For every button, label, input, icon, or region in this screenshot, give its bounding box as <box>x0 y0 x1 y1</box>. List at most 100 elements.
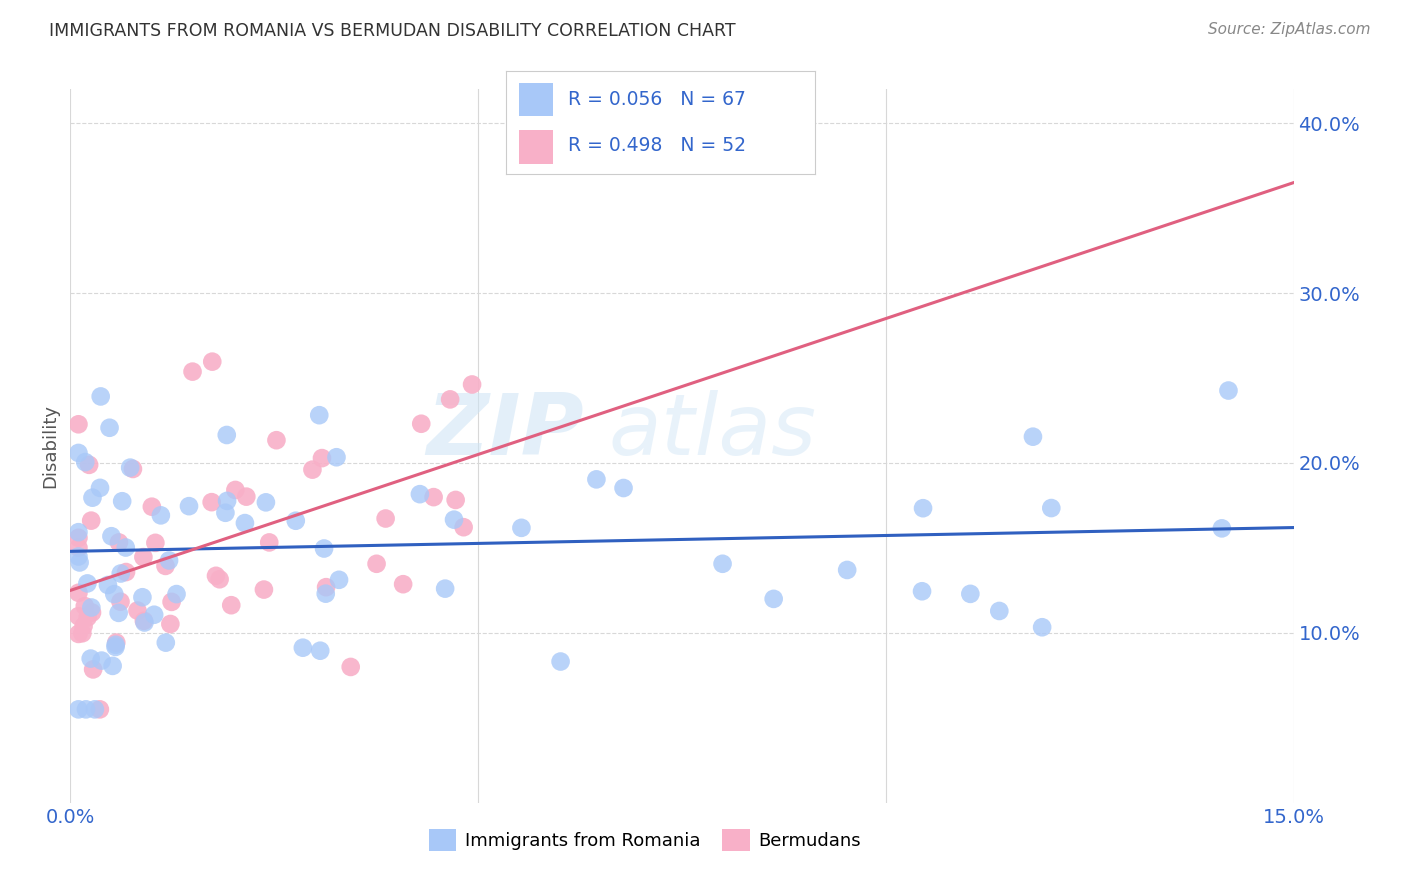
Point <box>309 643 332 657</box>
Point <box>75 702 97 716</box>
Point <box>145 536 167 550</box>
Point <box>959 587 981 601</box>
Point <box>75 455 97 469</box>
Legend: Immigrants from Romania, Bermudans: Immigrants from Romania, Bermudans <box>422 822 869 858</box>
Point <box>80 600 103 615</box>
Point <box>1031 620 1053 634</box>
Bar <box>519 130 553 163</box>
Point <box>101 659 124 673</box>
Point <box>110 595 132 609</box>
Point <box>73 599 96 614</box>
Point <box>80 651 103 665</box>
Point <box>89 481 111 495</box>
Point <box>366 557 388 571</box>
Point <box>201 495 224 509</box>
Point <box>1022 430 1045 444</box>
Point <box>253 582 276 597</box>
Point <box>67 417 90 432</box>
Point <box>311 451 333 466</box>
Point <box>988 604 1011 618</box>
Point <box>107 606 129 620</box>
Point <box>266 434 288 448</box>
Point <box>141 500 163 514</box>
Point <box>134 615 156 630</box>
Point <box>82 491 104 505</box>
Point <box>444 492 467 507</box>
Point <box>254 495 277 509</box>
Point <box>82 662 104 676</box>
Point <box>411 417 433 431</box>
Point <box>201 354 224 368</box>
Point <box>585 472 607 486</box>
Point <box>325 450 347 465</box>
Point <box>143 607 166 622</box>
Point <box>104 638 127 652</box>
Point <box>328 573 350 587</box>
Point <box>76 576 98 591</box>
Point <box>67 627 90 641</box>
Point <box>453 520 475 534</box>
Point <box>443 513 465 527</box>
Point <box>308 408 330 422</box>
Point <box>90 654 112 668</box>
Point <box>115 565 138 579</box>
Text: R = 0.056   N = 67: R = 0.056 N = 67 <box>568 90 747 109</box>
Point <box>67 586 90 600</box>
Point <box>315 587 337 601</box>
Point <box>67 549 90 564</box>
Point <box>114 541 136 555</box>
Point <box>97 578 120 592</box>
Point <box>80 514 103 528</box>
Point <box>284 514 307 528</box>
Point <box>67 531 90 545</box>
Point <box>67 702 90 716</box>
Text: atlas: atlas <box>609 390 817 474</box>
Point <box>100 529 122 543</box>
Point <box>1218 384 1240 398</box>
Bar <box>519 83 553 117</box>
Point <box>157 553 180 567</box>
Point <box>224 483 246 497</box>
Point <box>392 577 415 591</box>
Point <box>912 501 935 516</box>
Text: ZIP: ZIP <box>426 390 583 474</box>
Point <box>219 598 242 612</box>
Point <box>837 563 859 577</box>
Point <box>122 462 145 476</box>
Point <box>1211 521 1233 535</box>
Point <box>711 557 734 571</box>
Point <box>434 582 457 596</box>
Point <box>762 591 785 606</box>
Point <box>90 389 112 403</box>
Point <box>215 428 238 442</box>
Point <box>149 508 172 523</box>
Point <box>76 610 98 624</box>
Point <box>205 569 228 583</box>
Point <box>208 572 231 586</box>
Point <box>177 499 200 513</box>
Point <box>120 460 142 475</box>
Point <box>235 490 257 504</box>
Point <box>339 660 361 674</box>
Point <box>111 494 134 508</box>
Point <box>911 584 934 599</box>
Point <box>214 506 236 520</box>
Y-axis label: Disability: Disability <box>41 404 59 488</box>
Text: Source: ZipAtlas.com: Source: ZipAtlas.com <box>1208 22 1371 37</box>
Point <box>155 635 177 649</box>
Point <box>461 377 484 392</box>
Point <box>104 640 127 654</box>
Point <box>510 521 533 535</box>
Point <box>217 494 239 508</box>
Text: IMMIGRANTS FROM ROMANIA VS BERMUDAN DISABILITY CORRELATION CHART: IMMIGRANTS FROM ROMANIA VS BERMUDAN DISA… <box>49 22 735 40</box>
Point <box>312 541 335 556</box>
Point <box>166 587 188 601</box>
Point <box>105 635 128 649</box>
Point <box>257 535 280 549</box>
Point <box>159 617 181 632</box>
Point <box>181 365 204 379</box>
Point <box>127 603 149 617</box>
Point <box>80 606 103 620</box>
Point <box>72 619 94 633</box>
Point <box>155 558 177 573</box>
